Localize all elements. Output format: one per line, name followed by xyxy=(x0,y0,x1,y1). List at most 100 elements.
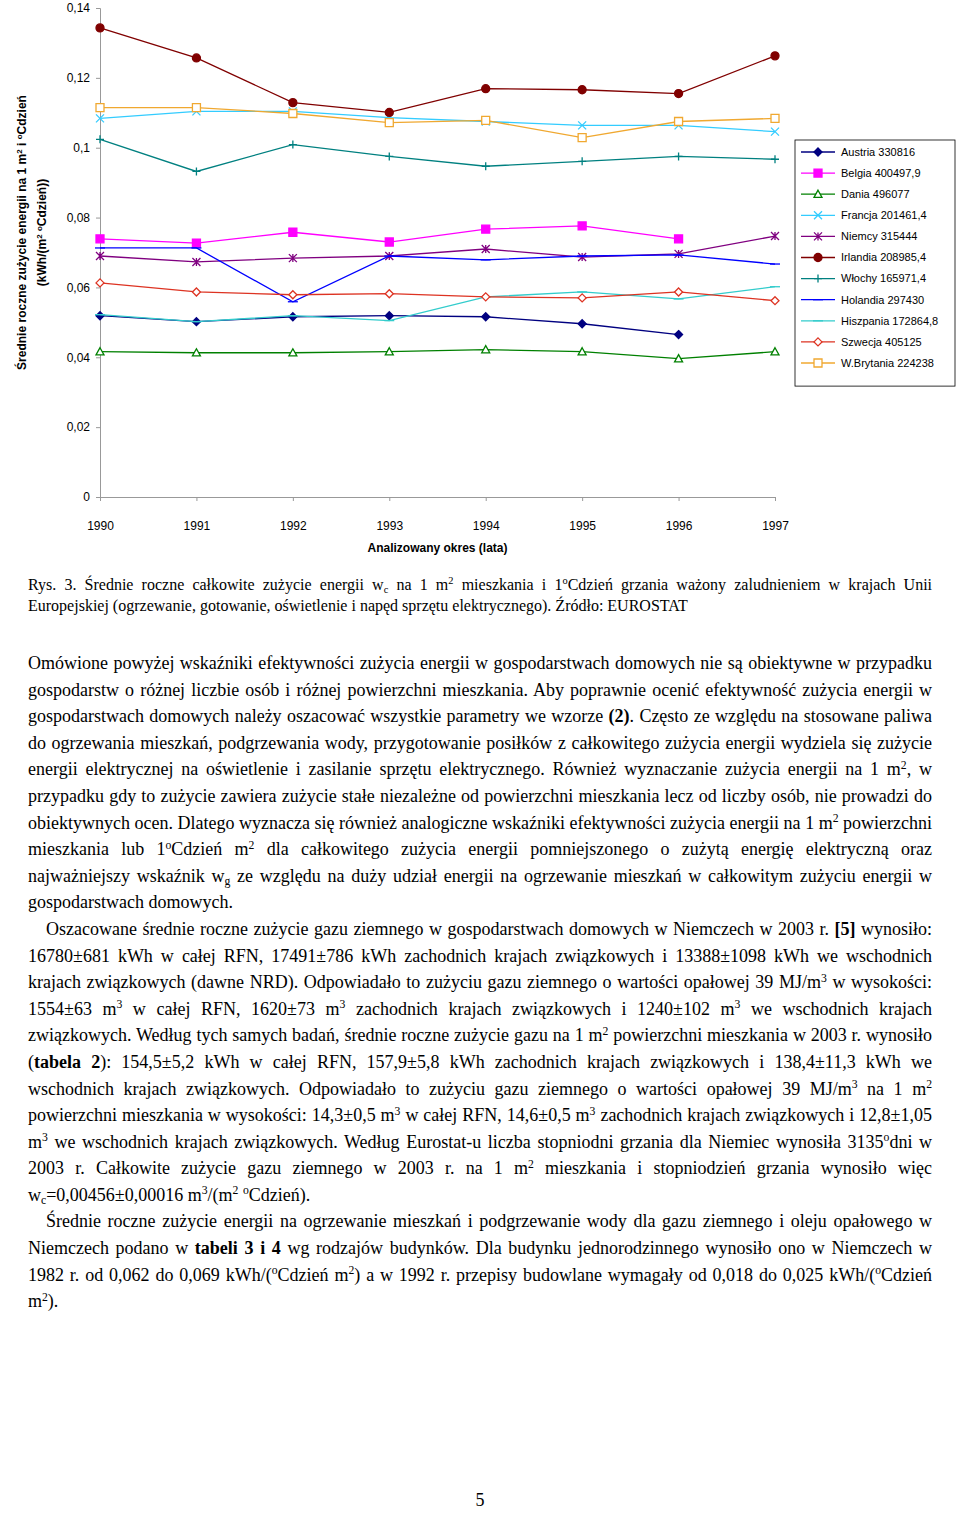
legend-label: Austria 330816 xyxy=(841,146,915,158)
series-marker xyxy=(578,134,586,142)
series-line xyxy=(100,283,775,301)
series-marker xyxy=(482,85,490,93)
legend-marker xyxy=(814,275,822,283)
series-marker xyxy=(577,291,587,292)
text-run: o xyxy=(884,1131,890,1144)
series-marker xyxy=(482,116,490,124)
legend-label: Dania 496077 xyxy=(841,188,910,200)
y-tick-mark xyxy=(96,148,100,149)
series-marker xyxy=(675,118,683,126)
text-run: Cdzień m xyxy=(278,1265,349,1285)
legend-marker xyxy=(814,169,822,177)
legend-label: Holandia 297430 xyxy=(841,294,924,306)
series-marker xyxy=(771,114,779,122)
series-marker xyxy=(482,245,490,253)
series-marker xyxy=(578,86,586,94)
legend-label: W.Brytania 224238 xyxy=(841,357,934,369)
series-marker xyxy=(96,135,104,143)
text-run: na 1 m xyxy=(388,576,448,593)
series-marker xyxy=(385,108,393,116)
series-marker xyxy=(96,348,104,355)
text-run: Cdzień). xyxy=(249,1185,310,1205)
series-marker xyxy=(384,255,394,256)
series-marker xyxy=(385,348,393,355)
legend-label: Włochy 165971,4 xyxy=(841,272,926,284)
y-tick-label: 0,04 xyxy=(67,351,91,365)
page: {"chart_data": { "type": "line", "x_labe… xyxy=(0,0,960,1521)
text-run: 3 xyxy=(340,998,346,1011)
x-tick-mark xyxy=(196,497,197,501)
y-axis-title-part: Cdzień)) xyxy=(35,179,49,226)
text-run: =0,00456±0,00016 m xyxy=(46,1185,202,1205)
series-marker xyxy=(289,291,297,299)
series-marker xyxy=(674,254,684,255)
x-tick-label: 1996 xyxy=(666,519,693,533)
plot-area xyxy=(95,24,780,362)
text-run: Cdzień m xyxy=(171,839,248,859)
text-run: 2 xyxy=(348,1264,354,1277)
paragraph: Omówione powyżej wskaźniki efektywności … xyxy=(28,650,932,916)
series-marker xyxy=(578,294,586,302)
y-tick-label: 0,12 xyxy=(67,71,91,85)
text-run: 2 xyxy=(448,575,453,586)
text-run: 2 xyxy=(603,1025,609,1038)
legend-line xyxy=(801,299,835,300)
y-axis: 00,020,040,060,080,10,120,14 xyxy=(67,1,101,504)
figure-caption: Rys. 3. Średnie roczne całkowite zużycie… xyxy=(28,574,932,616)
legend-label: Szwecja 405125 xyxy=(841,336,922,348)
y-axis-title-part: i xyxy=(15,139,29,149)
text-run: o xyxy=(875,1264,881,1277)
text-run: 3 xyxy=(42,1131,48,1144)
series-marker xyxy=(289,99,297,107)
y-tick-label: 0,06 xyxy=(67,281,91,295)
series-marker xyxy=(385,252,393,260)
series-marker xyxy=(770,286,780,287)
y-tick-mark xyxy=(96,78,100,79)
series-marker xyxy=(482,162,490,170)
series-marker xyxy=(192,318,200,326)
series-line xyxy=(100,108,775,138)
paragraph: Oszacowane średnie roczne zużycie gazu z… xyxy=(28,916,932,1209)
paragraph: Średnie roczne zużycie energii na ogrzew… xyxy=(28,1208,932,1314)
legend-label: Belgia 400497,9 xyxy=(841,167,921,179)
x-tick-mark xyxy=(582,497,583,501)
series-marker xyxy=(771,348,779,355)
series-marker xyxy=(96,235,104,243)
series-marker xyxy=(578,348,586,355)
series-marker xyxy=(192,167,200,175)
series-marker xyxy=(578,157,586,165)
series-marker xyxy=(289,109,297,117)
series-marker xyxy=(96,24,104,32)
series-line xyxy=(100,350,775,359)
series-marker xyxy=(675,288,683,296)
series-marker xyxy=(192,349,200,356)
text-run: Oszacowane średnie roczne zużycie gazu z… xyxy=(46,919,834,939)
x-tick-mark xyxy=(679,497,680,501)
series-marker xyxy=(385,290,393,298)
series-marker xyxy=(385,312,393,320)
legend-box xyxy=(795,140,955,386)
text-run: 2 xyxy=(926,1078,932,1091)
text-run: 3 xyxy=(852,1078,858,1091)
legend-label: Hiszpania 172864,8 xyxy=(841,315,938,327)
x-axis-title: Analizowany okres (lata) xyxy=(367,541,507,555)
series-marker xyxy=(191,247,201,248)
series-line xyxy=(100,248,775,302)
text-run: Rys. 3. Średnie roczne całkowite zużycie… xyxy=(28,576,384,593)
y-axis-title: Średnie roczne zużycie energii na 1 m2 i… xyxy=(14,95,29,370)
page-number: 5 xyxy=(0,1490,960,1511)
x-tick: 1991 xyxy=(184,497,211,533)
series-marker xyxy=(385,238,393,246)
series-marker xyxy=(675,355,683,362)
text-run: tabela 2 xyxy=(34,1052,100,1072)
text-run xyxy=(238,1185,243,1205)
series-marker xyxy=(482,225,490,233)
text-run: we wschodnich krajach związkowych. Wedłu… xyxy=(48,1132,884,1152)
series-marker xyxy=(95,247,105,248)
y-tick-label: 0,08 xyxy=(67,211,91,225)
y-tick-mark xyxy=(96,287,100,288)
x-tick-mark xyxy=(100,497,101,501)
series-marker xyxy=(771,128,779,136)
x-tick-label: 1993 xyxy=(376,519,403,533)
text-run: mieszkania i 1 xyxy=(454,576,563,593)
